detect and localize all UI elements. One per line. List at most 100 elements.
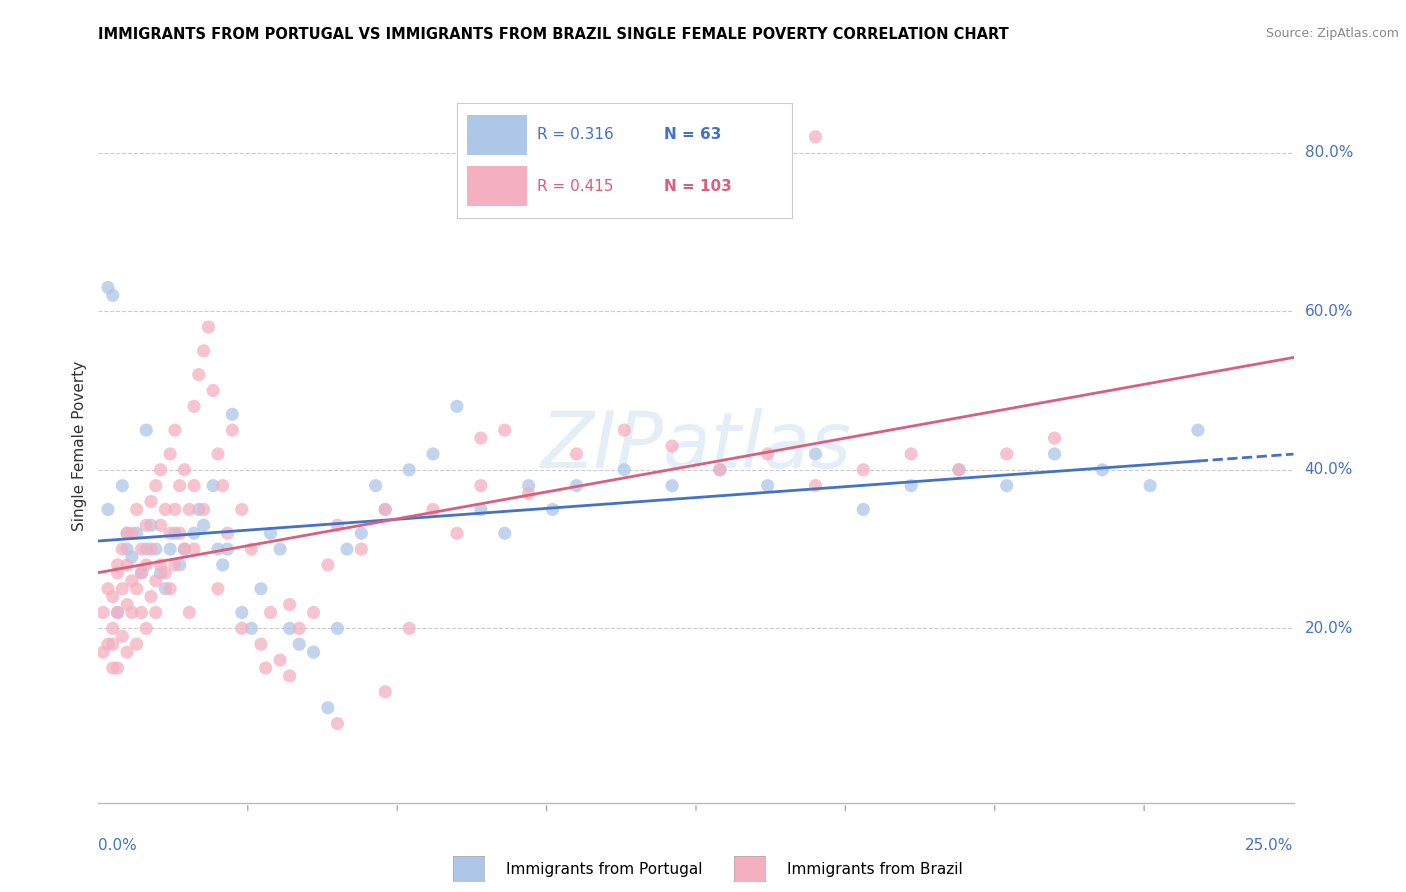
Point xyxy=(995,478,1018,492)
Point xyxy=(111,582,134,596)
Point xyxy=(207,582,229,596)
Point xyxy=(183,526,205,541)
Point xyxy=(398,621,420,635)
Point xyxy=(326,716,349,731)
Point xyxy=(269,653,291,667)
Point xyxy=(207,542,229,557)
Point xyxy=(288,621,311,635)
Point xyxy=(336,542,359,557)
Point xyxy=(1043,447,1066,461)
Point xyxy=(183,400,205,414)
Point xyxy=(91,606,114,620)
Text: ZIPatlas: ZIPatlas xyxy=(540,408,852,484)
Point xyxy=(107,566,129,580)
Point xyxy=(111,629,134,643)
Point xyxy=(111,542,134,557)
Point xyxy=(125,526,148,541)
Point xyxy=(217,526,239,541)
Point xyxy=(139,518,162,533)
Point xyxy=(121,606,143,620)
Text: Immigrants from Portugal: Immigrants from Portugal xyxy=(506,863,703,877)
Point xyxy=(350,526,373,541)
Point xyxy=(183,478,205,492)
Point xyxy=(131,542,153,557)
Point xyxy=(494,526,516,541)
Point xyxy=(326,621,349,635)
Point xyxy=(900,478,922,492)
Point xyxy=(139,590,162,604)
Point xyxy=(169,478,191,492)
Point xyxy=(804,129,827,144)
Point xyxy=(115,542,138,557)
Point xyxy=(107,606,129,620)
Point xyxy=(207,447,229,461)
Point xyxy=(709,463,731,477)
Point xyxy=(187,368,209,382)
Point xyxy=(163,558,186,572)
Point xyxy=(125,582,148,596)
Point xyxy=(302,606,325,620)
Point xyxy=(145,478,167,492)
Point xyxy=(278,669,301,683)
Point xyxy=(115,645,138,659)
Point xyxy=(470,502,492,516)
Point xyxy=(326,518,349,533)
Point xyxy=(316,558,339,572)
Point xyxy=(193,518,215,533)
Point xyxy=(231,621,253,635)
Point xyxy=(169,558,191,572)
Point xyxy=(250,637,273,651)
Point xyxy=(115,558,138,572)
Point xyxy=(422,502,444,516)
Point xyxy=(145,606,167,620)
Point xyxy=(149,566,172,580)
Point xyxy=(173,542,195,557)
Point xyxy=(446,526,468,541)
Point xyxy=(155,566,177,580)
Point xyxy=(101,637,124,651)
Point xyxy=(131,566,153,580)
Point xyxy=(422,447,444,461)
Point xyxy=(131,566,153,580)
Point xyxy=(179,606,201,620)
Point xyxy=(661,478,683,492)
Point xyxy=(278,598,301,612)
Point xyxy=(852,502,875,516)
Point xyxy=(139,542,162,557)
Point xyxy=(756,447,779,461)
Point xyxy=(131,606,153,620)
Point xyxy=(613,463,636,477)
Point xyxy=(135,518,157,533)
Point xyxy=(115,526,138,541)
Point xyxy=(159,582,181,596)
Point xyxy=(163,502,186,516)
Point xyxy=(804,478,827,492)
Point xyxy=(125,637,148,651)
Point xyxy=(302,645,325,659)
Point xyxy=(517,478,540,492)
Point xyxy=(364,478,387,492)
Point xyxy=(173,463,195,477)
Point xyxy=(135,621,157,635)
Text: Immigrants from Brazil: Immigrants from Brazil xyxy=(787,863,963,877)
Point xyxy=(145,542,167,557)
Text: 0.0%: 0.0% xyxy=(98,838,138,854)
Text: 40.0%: 40.0% xyxy=(1305,462,1353,477)
Point xyxy=(121,549,143,564)
Point xyxy=(135,558,157,572)
Point xyxy=(107,661,129,675)
Point xyxy=(121,526,143,541)
Point xyxy=(565,447,588,461)
Point xyxy=(202,384,225,398)
Point xyxy=(159,447,181,461)
Point xyxy=(852,463,875,477)
Point xyxy=(97,502,120,516)
Point xyxy=(1091,463,1114,477)
Point xyxy=(446,400,468,414)
Point xyxy=(159,542,181,557)
Point xyxy=(565,478,588,492)
Point xyxy=(995,447,1018,461)
Text: Source: ZipAtlas.com: Source: ZipAtlas.com xyxy=(1265,27,1399,40)
Point xyxy=(107,606,129,620)
Point xyxy=(179,502,201,516)
